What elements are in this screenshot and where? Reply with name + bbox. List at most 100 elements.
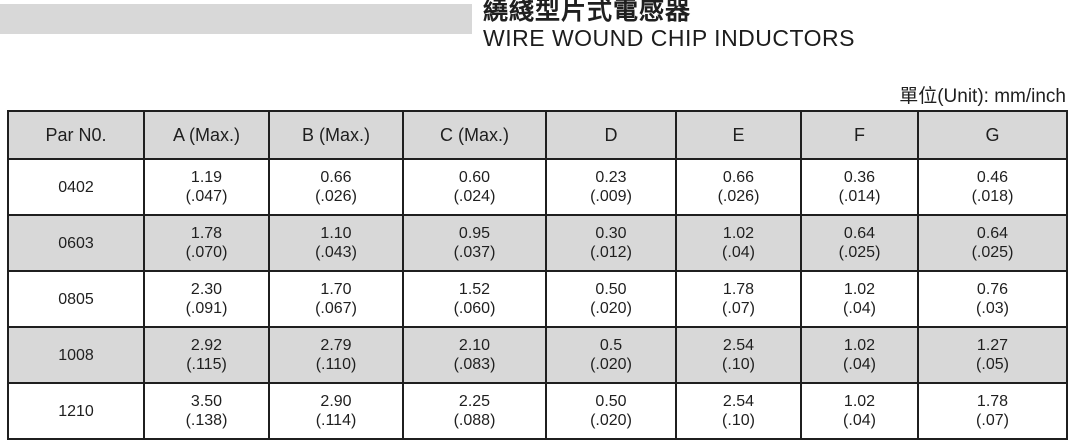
dimensions-table: Par N0. A (Max.) B (Max.) C (Max.) D E F G 0402…: [7, 110, 1068, 440]
value-mm: 2.30: [190, 281, 223, 298]
dimension-cell: 1.02 (.04): [800, 382, 919, 440]
part-number-cell: 1008: [7, 326, 145, 384]
value-mm: 0.95: [458, 225, 491, 242]
value-inch: (.07): [722, 300, 755, 317]
value-mm: 2.54: [722, 393, 755, 410]
value-mm: 1.10: [320, 225, 352, 242]
value-mm: 0.66: [320, 169, 352, 186]
value-mm: 0.46: [976, 169, 1009, 186]
part-number-cell: 0603: [7, 214, 145, 272]
header-accent-bar: [0, 4, 472, 34]
value-inch: (.025): [838, 244, 881, 261]
dimension-cell: 2.25 (.088): [402, 382, 547, 440]
value-mm: 1.52: [458, 281, 491, 298]
value-inch: (.012): [590, 244, 632, 261]
part-number-cell: 0805: [7, 270, 145, 328]
dimension-cell: 2.10 (.083): [402, 326, 547, 384]
dimension-cell: 0.95 (.037): [402, 214, 547, 272]
value-mm: 0.23: [595, 169, 627, 186]
value-inch: (.014): [838, 188, 881, 205]
value-mm: 2.92: [190, 337, 223, 354]
value-mm: 2.90: [320, 393, 352, 410]
value-mm: 0.60: [458, 169, 491, 186]
dimension-cell: 0.36 (.014): [800, 158, 919, 216]
dimension-cell: 0.5 (.020): [545, 326, 677, 384]
table-row-0402: 0402 1.19 (.047) 0.66 (.026) 0.60 (.024) 0.23 (.…: [7, 158, 1068, 216]
dimension-cell: 1.27 (.05): [917, 326, 1068, 384]
value-mm: 3.50: [190, 393, 223, 410]
table-row-1210: 1210 3.50 (.138) 2.90 (.114) 2.25 (.088) 0.50 (.…: [7, 382, 1068, 440]
column-header-5: E: [675, 110, 802, 160]
value-mm: 1.78: [190, 225, 223, 242]
value-inch: (.026): [717, 188, 760, 205]
value-mm: 0.76: [976, 281, 1009, 298]
column-header-3: C (Max.): [402, 110, 547, 160]
value-mm: 1.78: [976, 393, 1009, 410]
column-header-6: F: [800, 110, 919, 160]
value-mm: 1.02: [843, 393, 876, 410]
dimension-cell: 1.10 (.043): [268, 214, 404, 272]
value-inch: (.115): [186, 356, 227, 373]
value-inch: (.04): [843, 300, 876, 317]
column-header-2: B (Max.): [268, 110, 404, 160]
value-mm: 0.64: [843, 225, 876, 242]
value-mm: 0.5: [599, 337, 623, 354]
table-row-1008: 1008 2.92 (.115) 2.79 (.110) 2.10 (.083) 0.5 (.0…: [7, 326, 1068, 384]
dimension-cell: 3.50 (.138): [143, 382, 270, 440]
value-mm: 0.36: [843, 169, 876, 186]
value-mm: 1.02: [843, 281, 876, 298]
dimension-cell: 2.54 (.10): [675, 382, 802, 440]
value-inch: (.03): [976, 300, 1009, 317]
dimension-cell: 2.54 (.10): [675, 326, 802, 384]
value-inch: (.05): [976, 356, 1009, 373]
value-mm: 1.70: [320, 281, 352, 298]
dimension-cell: 0.66 (.026): [675, 158, 802, 216]
dimension-cell: 2.92 (.115): [143, 326, 270, 384]
value-inch: (.020): [590, 300, 632, 317]
value-inch: (.026): [315, 188, 357, 205]
dimension-cell: 1.52 (.060): [402, 270, 547, 328]
value-inch: (.067): [315, 300, 357, 317]
table-body: 0402 1.19 (.047) 0.66 (.026) 0.60 (.024) 0.23 (.…: [7, 158, 1068, 440]
value-inch: (.114): [315, 412, 357, 429]
value-inch: (.04): [843, 412, 876, 429]
page-title-english: WIRE WOUND CHIP INDUCTORS: [483, 25, 855, 51]
value-inch: (.043): [315, 244, 357, 261]
value-inch: (.018): [971, 188, 1014, 205]
dimension-cell: 1.02 (.04): [675, 214, 802, 272]
value-inch: (.04): [843, 356, 876, 373]
value-inch: (.088): [453, 412, 496, 429]
value-mm: 0.64: [976, 225, 1009, 242]
value-mm: 2.10: [458, 337, 491, 354]
value-inch: (.10): [722, 356, 755, 373]
value-mm: 0.50: [595, 393, 627, 410]
value-inch: (.024): [453, 188, 496, 205]
value-inch: (.10): [722, 412, 755, 429]
dimension-cell: 2.90 (.114): [268, 382, 404, 440]
value-mm: 0.30: [595, 225, 627, 242]
value-inch: (.060): [453, 300, 496, 317]
page-title-chinese: 繞綫型片式電感器: [483, 0, 692, 25]
dimension-cell: 1.78 (.07): [675, 270, 802, 328]
part-number-cell: 1210: [7, 382, 145, 440]
dimension-cell: 0.30 (.012): [545, 214, 677, 272]
table-row-0805: 0805 2.30 (.091) 1.70 (.067) 1.52 (.060) 0.50 (.…: [7, 270, 1068, 328]
value-inch: (.070): [185, 244, 228, 261]
value-mm: 0.66: [722, 169, 755, 186]
dimension-cell: 0.50 (.020): [545, 382, 677, 440]
table-header-row: Par N0. A (Max.) B (Max.) C (Max.) D E F G: [7, 110, 1068, 160]
dimension-cell: 2.79 (.110): [268, 326, 404, 384]
dimension-cell: 0.60 (.024): [402, 158, 547, 216]
value-inch: (.04): [722, 244, 755, 261]
value-inch: (.07): [976, 412, 1009, 429]
value-inch: (.020): [590, 356, 632, 373]
value-mm: 2.79: [320, 337, 352, 354]
value-mm: 1.78: [722, 281, 755, 298]
value-mm: 1.02: [843, 337, 876, 354]
value-mm: 1.19: [190, 169, 223, 186]
part-number-cell: 0402: [7, 158, 145, 216]
value-inch: (.047): [185, 188, 228, 205]
dimension-cell: 0.46 (.018): [917, 158, 1068, 216]
dimension-cell: 0.50 (.020): [545, 270, 677, 328]
value-inch: (.020): [590, 412, 632, 429]
